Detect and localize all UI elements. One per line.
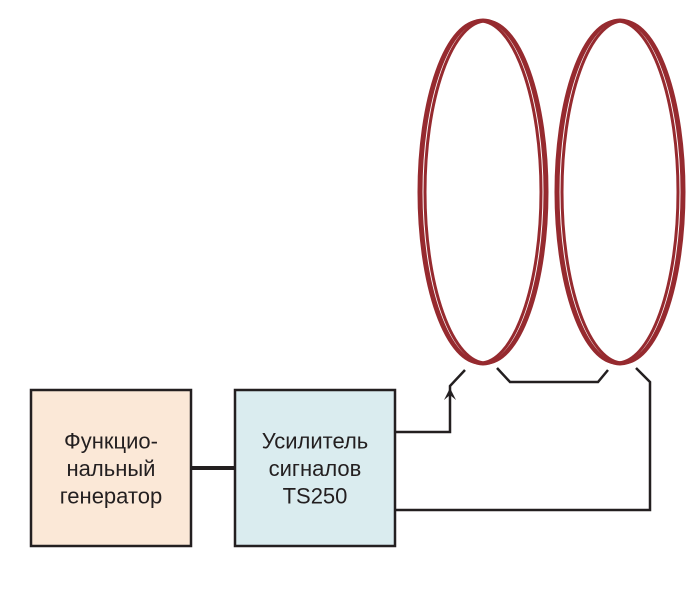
wire-coil2-to-amp-return <box>395 368 650 510</box>
function-generator-block-label-line-0: Функцио- <box>64 428 158 453</box>
amplifier-block-label-line-0: Усилитель <box>262 428 369 453</box>
amplifier-block-label-line-2: TS250 <box>283 483 348 508</box>
wire-coil1-to-coil2 <box>497 368 608 382</box>
helmholtz-coil-1-turn-2 <box>425 21 547 363</box>
amplifier-block-label-line-1: сигналов <box>269 456 362 481</box>
helmholtz-coil-2-turn-1 <box>558 20 682 364</box>
wire-amp-to-coil1 <box>395 370 465 432</box>
function-generator-block-label-line-2: генератор <box>60 483 162 508</box>
helmholtz-coil-diagram: Функцио-нальныйгенератор Усилитель сигнало… <box>0 0 700 603</box>
helmholtz-coil-1-turn-1 <box>421 20 545 364</box>
function-generator-block-label-line-1: нальный <box>67 456 156 481</box>
helmholtz-coil-2-turn-2 <box>562 21 684 363</box>
